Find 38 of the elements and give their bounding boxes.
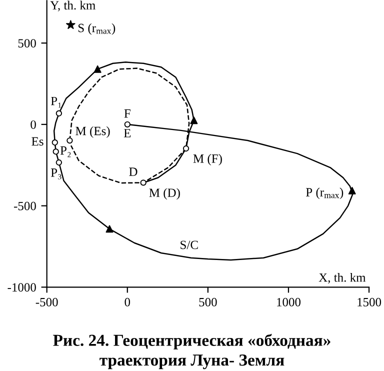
y-axis-title: Y, th. km — [50, 0, 96, 12]
point — [94, 65, 102, 73]
y-tick-label: 0 — [30, 120, 36, 129]
point — [348, 186, 356, 194]
series-label: S/C — [180, 240, 198, 250]
y-tick-label: -1000 — [8, 283, 36, 292]
annotation: P₃ — [50, 168, 62, 180]
text: Рис. 24. Геоцентрическая «обходная» траектория Луна- Земля — [53, 334, 330, 370]
point — [140, 180, 146, 186]
point — [56, 110, 62, 116]
x-tick-label: -500 — [36, 298, 58, 306]
x-tick-label: 1500 — [358, 298, 382, 306]
annotation: P₂ — [60, 146, 71, 158]
point — [66, 20, 76, 30]
annotation: P₁ — [50, 96, 62, 108]
annotation: S (r$_{max}$) — [78, 23, 116, 35]
y-tick-label: 500 — [18, 39, 36, 48]
annotation: E — [124, 129, 131, 138]
x-tick-label: 500 — [199, 298, 217, 306]
point — [52, 139, 58, 146]
annotation: D — [129, 168, 138, 176]
x-tick-label: 0 — [124, 298, 130, 306]
point — [106, 225, 114, 233]
point — [124, 121, 130, 128]
annotation: M (D) — [149, 188, 180, 200]
annotation: F — [124, 109, 130, 118]
point — [52, 148, 59, 155]
point — [56, 159, 62, 166]
point — [182, 145, 190, 152]
point — [190, 116, 198, 124]
annotation: M (Es) — [76, 126, 110, 138]
y-tick-label: -500 — [14, 202, 36, 210]
point — [66, 137, 73, 144]
annotation: P (r$_{max}$) — [306, 188, 344, 200]
x-tick-label: 1000 — [277, 298, 301, 306]
x-axis-title: X, th. km — [318, 272, 366, 284]
annotation: M (F) — [193, 154, 222, 166]
annotation: Es — [32, 137, 44, 146]
